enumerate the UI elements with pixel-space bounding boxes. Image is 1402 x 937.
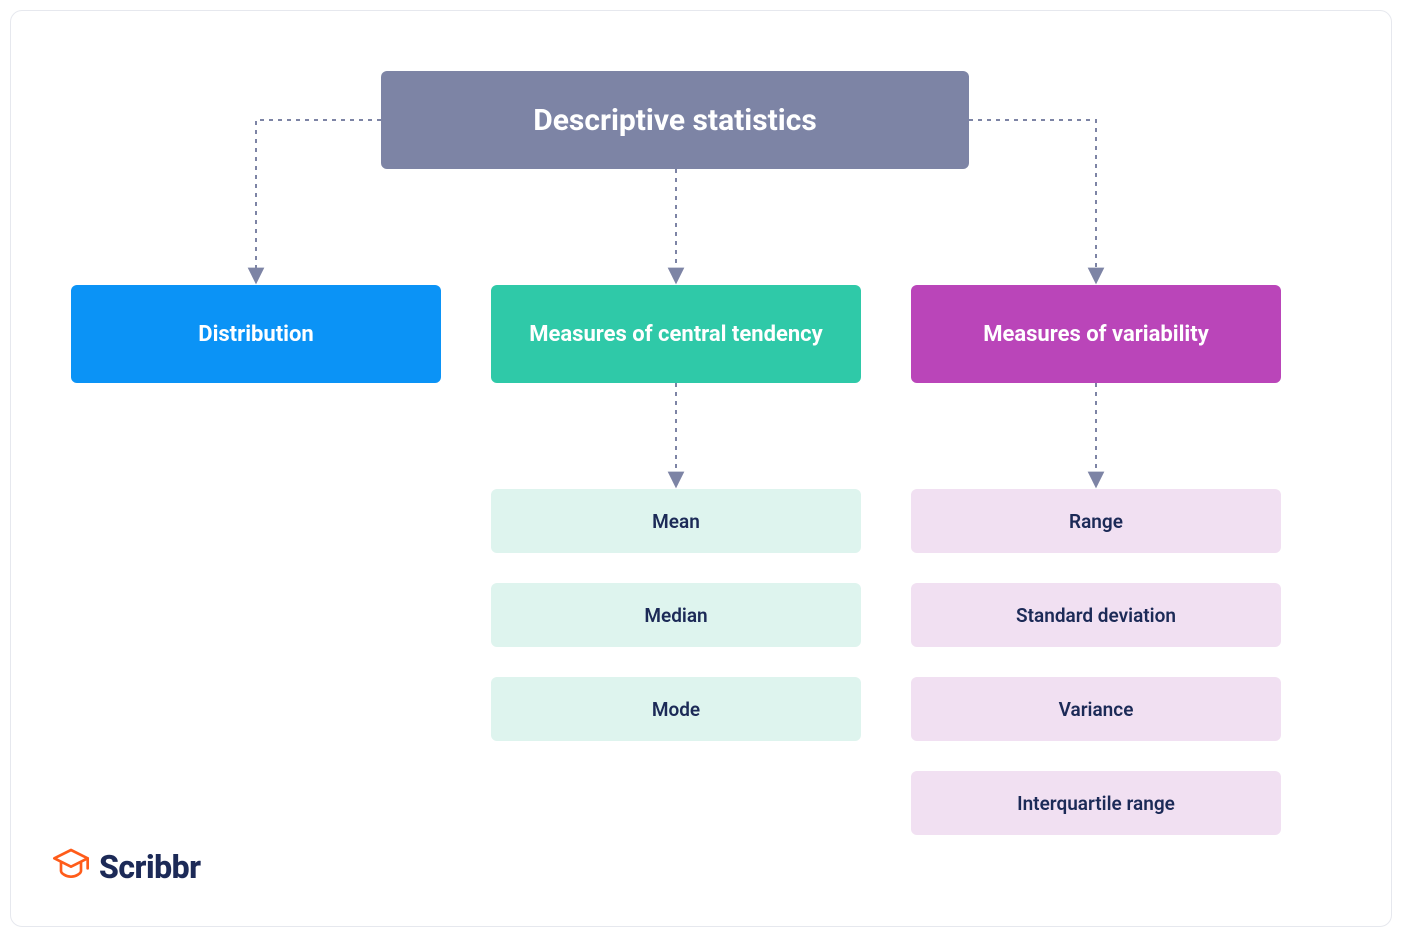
root-node: Descriptive statistics — [381, 71, 969, 169]
brand-name: Scribbr — [99, 848, 201, 886]
leaf-range-label: Range — [1069, 510, 1123, 533]
category-central-label: Measures of central tendency — [529, 322, 822, 347]
category-distribution: Distribution — [71, 285, 441, 383]
leaf-mean-label: Mean — [652, 510, 700, 533]
leaf-iqr-label: Interquartile range — [1017, 792, 1175, 815]
leaf-interquartile-range: Interquartile range — [911, 771, 1281, 835]
category-variability-label: Measures of variability — [983, 322, 1209, 347]
leaf-range: Range — [911, 489, 1281, 553]
category-variability: Measures of variability — [911, 285, 1281, 383]
graduation-cap-icon — [51, 845, 91, 889]
leaf-mode: Mode — [491, 677, 861, 741]
diagram-frame: Descriptive statistics Distribution Meas… — [10, 10, 1392, 927]
leaf-sd-label: Standard deviation — [1016, 604, 1176, 627]
root-label: Descriptive statistics — [533, 103, 817, 138]
leaf-variance: Variance — [911, 677, 1281, 741]
leaf-median-label: Median — [644, 604, 707, 627]
leaf-mode-label: Mode — [652, 698, 700, 721]
brand-logo: Scribbr — [51, 845, 201, 889]
leaf-median: Median — [491, 583, 861, 647]
category-distribution-label: Distribution — [198, 322, 313, 347]
leaf-mean: Mean — [491, 489, 861, 553]
leaf-standard-deviation: Standard deviation — [911, 583, 1281, 647]
category-central-tendency: Measures of central tendency — [491, 285, 861, 383]
leaf-variance-label: Variance — [1059, 698, 1134, 721]
